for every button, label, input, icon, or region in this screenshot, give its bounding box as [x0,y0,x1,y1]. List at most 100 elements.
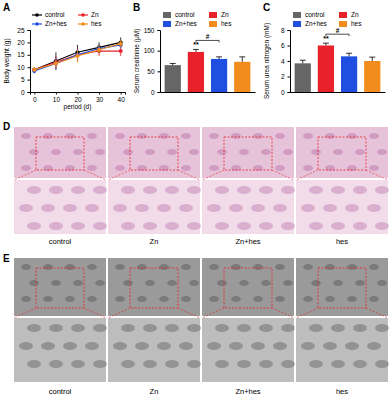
image-bottom [202,180,294,234]
texture [331,222,345,230]
error-bar [170,63,176,65]
texture [281,186,295,194]
texture [377,149,387,155]
zoom-box [36,137,84,170]
axis: 02468 [281,27,291,96]
texture [29,280,39,286]
image-top [202,127,294,178]
texture [215,222,229,230]
texture [65,264,75,270]
zoom-box [36,268,84,308]
image-bottom [14,318,106,382]
legend-swatch [163,12,171,18]
legend: controlZnZn+heshes [163,11,232,27]
texture [115,264,125,270]
texture [275,133,285,139]
legend-label: control [45,11,65,18]
texture [27,324,41,332]
texture [29,149,39,155]
texture [237,186,251,194]
image-bottom [296,180,388,234]
axis-line [158,31,161,93]
bar [188,52,204,92]
image-bottom [14,180,106,234]
texture [355,280,365,286]
texture [181,296,191,302]
tick-label: 0 [21,89,25,96]
tick-mark [288,30,291,31]
zoom-line [108,170,130,180]
texture [85,342,99,350]
texture [49,186,63,194]
texture [43,296,53,302]
texture [157,342,171,350]
texture [21,165,31,171]
texture [309,186,323,194]
tick: 5 [21,76,30,83]
texture [231,133,241,139]
texture [65,296,75,302]
texture [93,186,107,194]
legend-label: Zn+hes [305,20,328,27]
tick-mark [28,42,31,43]
bracket [196,40,219,42]
panel-label: A [3,2,10,13]
texture [71,360,85,368]
texture [167,149,177,155]
micrograph [296,258,389,382]
zoom-line [202,170,224,180]
legend: controlZnZn+heshes [293,11,362,27]
tick-mark [121,92,122,95]
texture [369,296,379,302]
zoom-line [366,308,388,318]
plot-area [32,37,122,73]
texture [215,186,229,194]
axis-title: period (d) [64,103,92,111]
texture [275,296,285,302]
zoom-box [318,268,366,308]
texture [251,204,265,212]
texture [377,280,387,286]
texture [85,204,99,212]
tick-mark [28,67,31,68]
chart: 050100150Serum creatinine (μM)**#control… [133,11,256,95]
texture [229,204,243,212]
texture [21,133,31,139]
texture [355,149,365,155]
error-bar [239,57,245,62]
tick-label: 4 [281,58,285,65]
texture [41,204,55,212]
texture [189,149,199,155]
texture [187,222,201,230]
texture [209,133,219,139]
texture [87,165,97,171]
image-bottom [108,318,200,382]
tick: 20 [17,39,30,46]
texture [63,342,77,350]
marker [32,68,36,72]
texture [281,324,295,332]
texture [159,264,169,270]
figure: 0510152025Body weight (g)010203040period… [0,0,390,400]
texture [215,324,229,332]
image-bottom [108,180,200,234]
texture [87,296,97,302]
texture [181,264,191,270]
texture [311,149,321,155]
error-bar [323,43,329,45]
axis: 010203040 [31,92,126,103]
tick-mark [288,77,291,78]
texture [259,324,273,332]
texture [353,222,367,230]
tick-label: 30 [96,96,104,103]
tick-label: 20 [17,39,25,46]
texture [345,204,359,212]
texture [143,186,157,194]
axis-title: Serum urea nitrogen (mM) [263,23,271,99]
legend-label: control [305,11,325,18]
tick: 30 [96,92,104,103]
texture [137,296,147,302]
axis-title: Serum creatinine (μM) [133,29,141,93]
caption: Zn+hes [235,387,260,396]
zoom-box [224,268,272,308]
